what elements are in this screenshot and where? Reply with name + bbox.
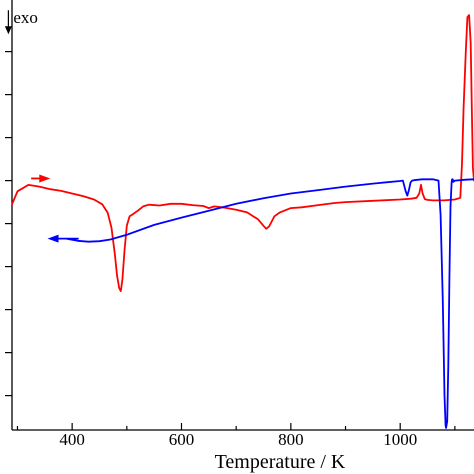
x-tick-label: 600 bbox=[169, 430, 195, 449]
direction-arrows bbox=[31, 174, 79, 243]
down-arrow-head bbox=[4, 26, 12, 35]
arrow-head bbox=[39, 174, 51, 183]
exo-label: exo bbox=[13, 8, 38, 27]
x-axis-label: Temperature / K bbox=[215, 451, 346, 473]
series-line-1 bbox=[11, 14, 474, 293]
arrow-right bbox=[31, 174, 51, 183]
x-tick-label: 400 bbox=[59, 430, 85, 449]
exo-annotation: exo bbox=[4, 8, 38, 35]
axes: 400 600 800 1000 bbox=[5, 0, 474, 449]
x-tick-label: 800 bbox=[278, 430, 304, 449]
arrow-head bbox=[47, 234, 59, 243]
plot-lines bbox=[11, 14, 474, 429]
annotations: exo bbox=[4, 8, 38, 35]
arrow-left bbox=[47, 234, 79, 243]
series-line-2 bbox=[65, 178, 474, 429]
x-tick-label: 1000 bbox=[383, 430, 417, 449]
